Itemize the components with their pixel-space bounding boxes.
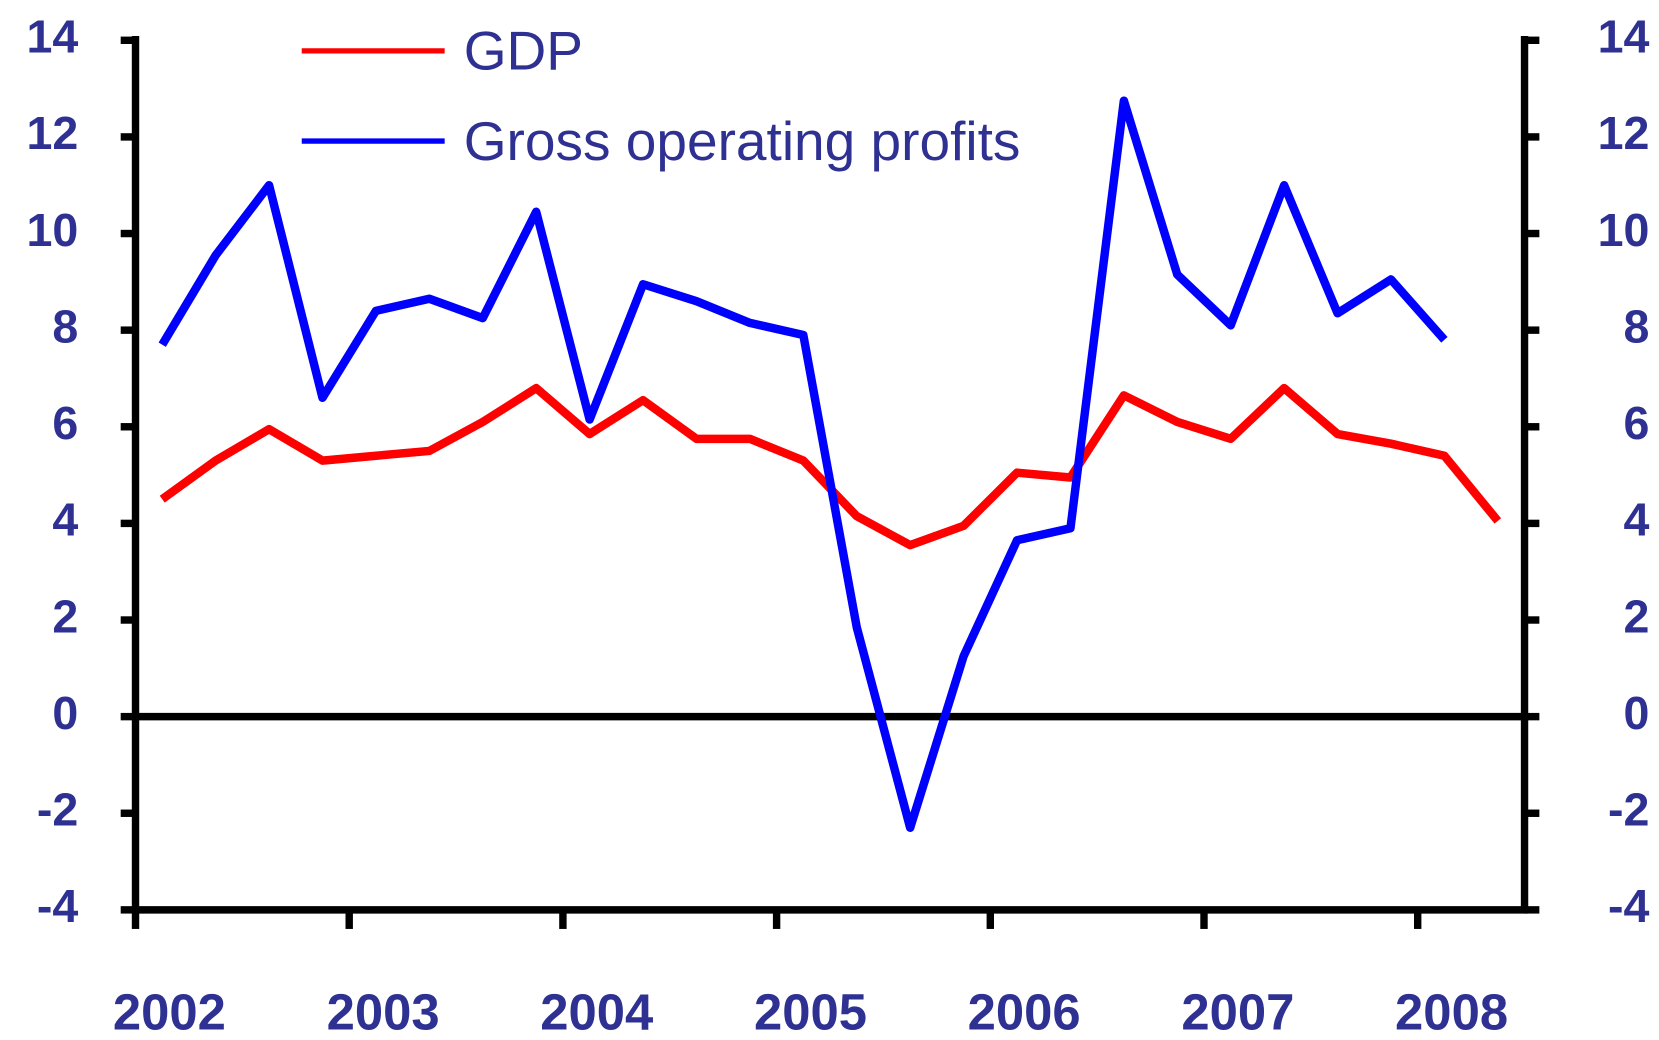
y2-tick-label: -4 xyxy=(1608,880,1649,932)
y2-tick-label: 6 xyxy=(1624,397,1650,449)
y-tick-label: -2 xyxy=(37,784,78,836)
y-tick-label: -4 xyxy=(37,880,78,932)
x-tick-label: 2005 xyxy=(754,983,867,1035)
y2-tick-label: 2 xyxy=(1624,590,1650,642)
y-tick-label: 10 xyxy=(27,204,79,256)
y-tick-label: 14 xyxy=(27,11,79,63)
y2-tick-label: 12 xyxy=(1598,107,1650,159)
y-tick-label: 12 xyxy=(27,107,79,159)
y-tick-label: 0 xyxy=(52,687,78,739)
y2-tick-label: 8 xyxy=(1624,300,1650,352)
legend-label: GDP xyxy=(464,20,583,82)
series-line xyxy=(158,96,1448,832)
y2-tick-label: 4 xyxy=(1624,494,1650,546)
x-tick-label: 2003 xyxy=(327,983,440,1035)
y-tick-label: 2 xyxy=(52,590,78,642)
y2-tick-label: 0 xyxy=(1624,687,1650,739)
x-tick-label: 2004 xyxy=(540,983,653,1035)
y-tick-label: 8 xyxy=(52,300,78,352)
x-tick-label: 2006 xyxy=(968,983,1081,1035)
x-tick-label: 2002 xyxy=(113,983,226,1035)
x-tick-label: 2007 xyxy=(1181,983,1294,1035)
y-tick-label: 4 xyxy=(52,494,78,546)
y2-tick-label: -2 xyxy=(1608,784,1649,836)
x-tick-label: 2008 xyxy=(1395,983,1508,1035)
y2-tick-label: 10 xyxy=(1598,204,1650,256)
legend-label: Gross operating profits xyxy=(464,110,1021,172)
y-tick-label: 6 xyxy=(52,397,78,449)
y2-tick-label: 14 xyxy=(1598,11,1650,63)
